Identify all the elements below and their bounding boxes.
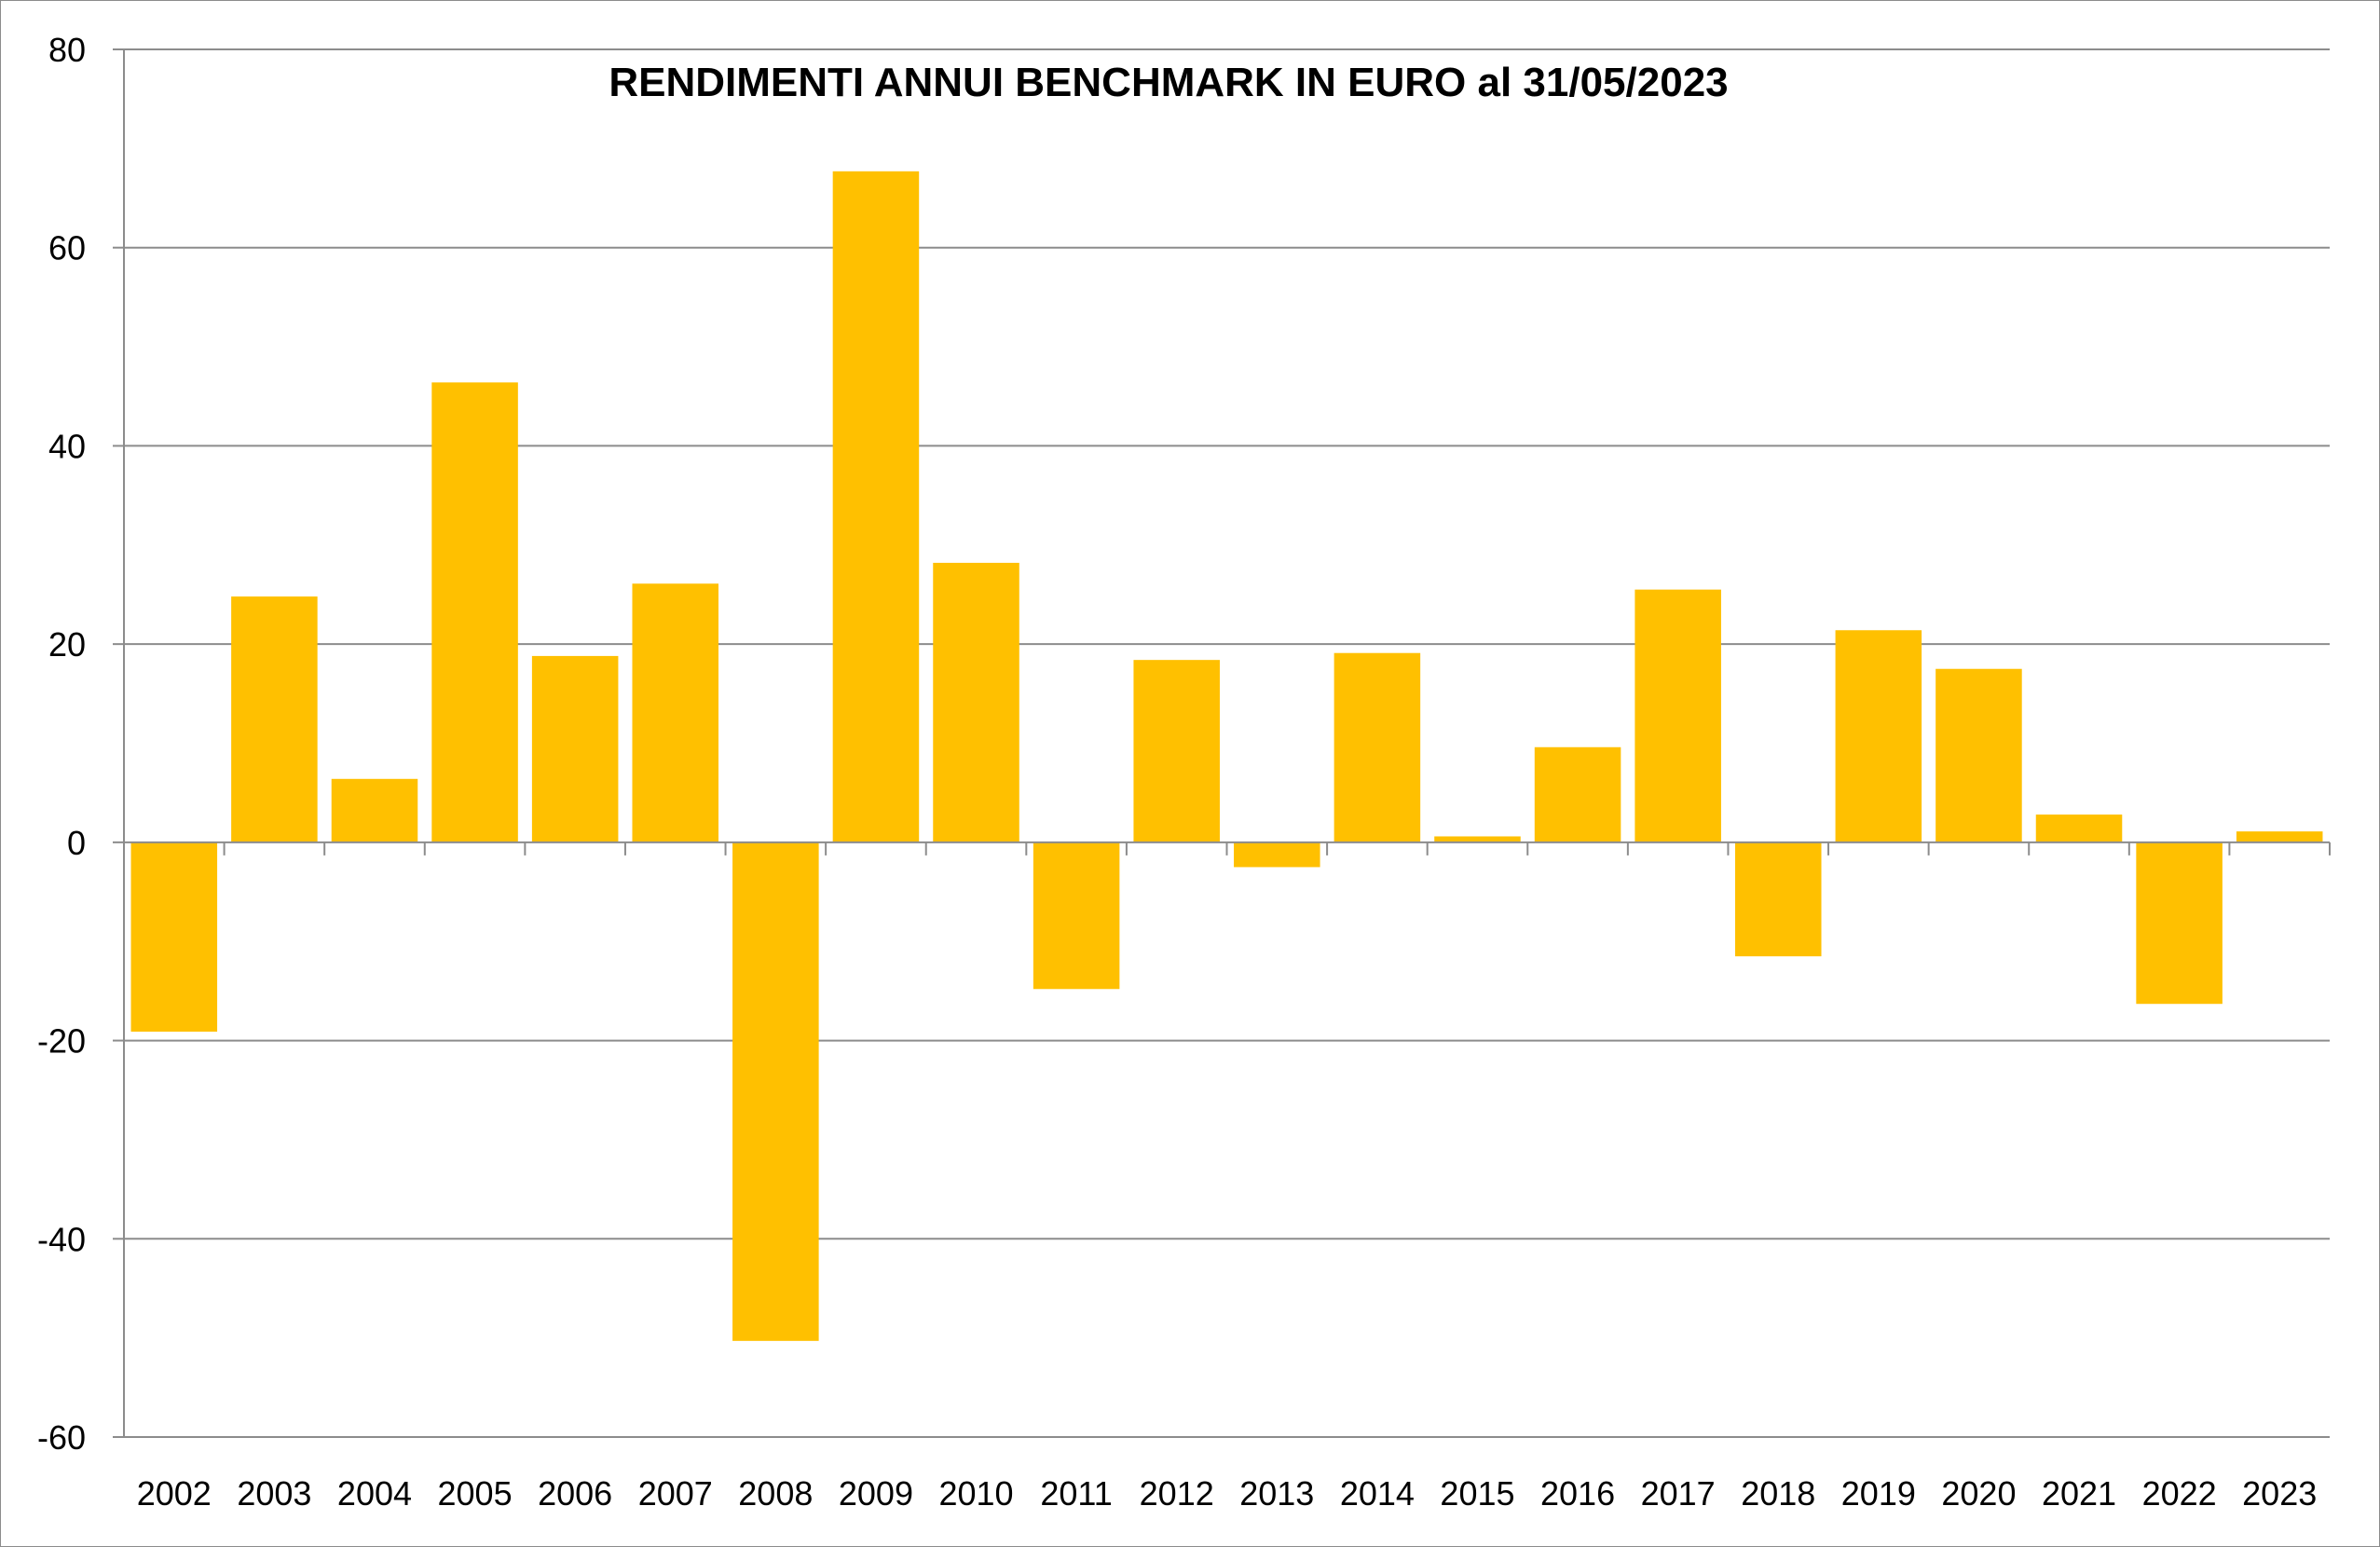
bar-2002 xyxy=(130,842,218,1032)
y-tick-label: 40 xyxy=(48,427,86,465)
x-tick-label: 2015 xyxy=(1440,1474,1514,1513)
x-tick-label: 2017 xyxy=(1641,1474,1716,1513)
bar-2010 xyxy=(933,562,1019,842)
x-tick-label: 2003 xyxy=(237,1474,311,1513)
x-tick-label: 2018 xyxy=(1741,1474,1815,1513)
bar-2020 xyxy=(1935,668,2022,842)
y-tick-label: 20 xyxy=(48,625,86,664)
y-tick-label: 80 xyxy=(48,31,86,69)
x-tick-label: 2012 xyxy=(1140,1474,1214,1513)
bar-2017 xyxy=(1635,589,1721,842)
x-tick-label: 2006 xyxy=(538,1474,612,1513)
bar-2012 xyxy=(1133,660,1220,842)
y-tick-label: 60 xyxy=(48,229,86,267)
bar-2013 xyxy=(1234,842,1320,868)
x-tick-label: 2011 xyxy=(1040,1474,1112,1513)
x-tick-label: 2021 xyxy=(2042,1474,2116,1513)
bar-2004 xyxy=(331,778,418,842)
x-tick-label: 2002 xyxy=(137,1474,212,1513)
axes xyxy=(113,48,2331,1438)
bar-2007 xyxy=(632,583,719,842)
x-tick-label: 2022 xyxy=(2142,1474,2217,1513)
bar-2009 xyxy=(832,171,920,842)
x-tick-label: 2014 xyxy=(1340,1474,1415,1513)
y-tick-label: -40 xyxy=(37,1220,86,1258)
bar-2003 xyxy=(231,596,318,842)
x-tick-label: 2013 xyxy=(1239,1474,1314,1513)
bar-2006 xyxy=(531,655,619,842)
bar-2016 xyxy=(1534,746,1621,842)
y-tick-label: -60 xyxy=(37,1418,86,1457)
bar-2018 xyxy=(1734,842,1822,957)
x-tick-label: 2007 xyxy=(638,1474,713,1513)
bar-2015 xyxy=(1434,836,1521,842)
bar-2023 xyxy=(2236,831,2323,842)
x-tick-label: 2008 xyxy=(738,1474,813,1513)
x-tick-label: 2010 xyxy=(938,1474,1013,1513)
x-tick-label: 2019 xyxy=(1841,1474,1916,1513)
x-tick-label: 2020 xyxy=(1941,1474,2016,1513)
bars xyxy=(130,171,2323,1341)
bar-2019 xyxy=(1835,630,1922,842)
y-tick-label: -20 xyxy=(37,1022,86,1061)
x-tick-label: 2023 xyxy=(2242,1474,2317,1513)
bar-2008 xyxy=(732,842,819,1341)
x-tick-label: 2004 xyxy=(337,1474,412,1513)
y-tick-labels: 80 60 40 20 0 -20 -40 -60 xyxy=(37,31,86,1457)
x-tick-label: 2005 xyxy=(438,1474,513,1513)
bar-2021 xyxy=(2035,815,2123,842)
bar-2011 xyxy=(1033,842,1120,990)
bar-2014 xyxy=(1334,652,1421,842)
bar-2022 xyxy=(2136,842,2223,1005)
y-tick-label: 0 xyxy=(67,824,86,862)
x-tick-label: 2009 xyxy=(839,1474,913,1513)
bar-2005 xyxy=(431,382,518,842)
chart-title: RENDIMENTI ANNUI BENCHMARK IN EURO al 31… xyxy=(609,60,1728,105)
x-tick-label: 2016 xyxy=(1540,1474,1615,1513)
x-tick-labels: 2002 2003 2004 2005 2006 2007 2008 2009 2010 2011… xyxy=(137,1474,2318,1513)
